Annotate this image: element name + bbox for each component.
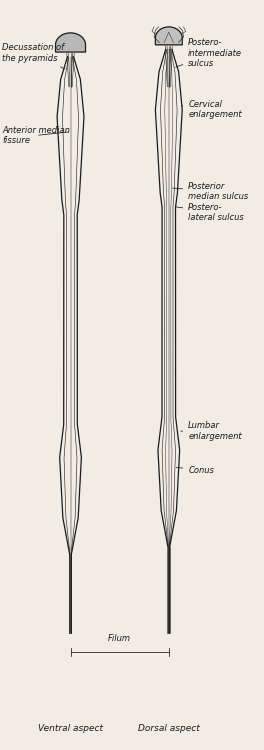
Text: Dorsal aspect: Dorsal aspect [138, 724, 200, 733]
Text: Anterior median
fissure: Anterior median fissure [2, 126, 70, 146]
Polygon shape [55, 33, 86, 52]
Text: Filum: Filum [108, 634, 131, 643]
Text: Ventral aspect: Ventral aspect [38, 724, 103, 733]
Text: Decussation of
the pyramids: Decussation of the pyramids [2, 44, 65, 69]
Text: Conus: Conus [176, 466, 214, 475]
Text: Lumbar
enlargement: Lumbar enlargement [181, 422, 242, 441]
Text: Postero-
intermediate
sulcus: Postero- intermediate sulcus [176, 38, 242, 68]
Text: Posterior
median sulcus: Posterior median sulcus [173, 182, 248, 201]
Polygon shape [155, 27, 182, 45]
Text: Postero-
lateral sulcus: Postero- lateral sulcus [176, 202, 244, 222]
Text: Cervical
enlargement: Cervical enlargement [181, 100, 242, 119]
